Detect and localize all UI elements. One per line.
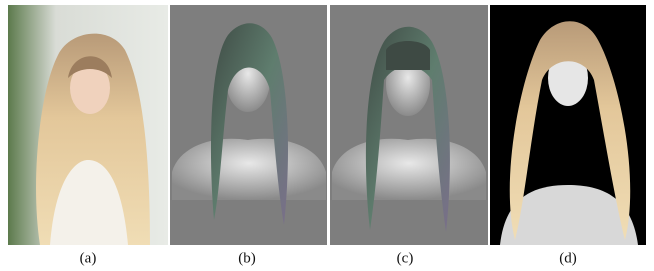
panel-caption: (c) (397, 250, 414, 266)
panel-caption: (d) (559, 250, 577, 266)
panel-caption: (a) (80, 250, 97, 266)
figure: (a) (b) (c) (d) (0, 0, 654, 271)
panel-d-image (490, 5, 646, 245)
panel-caption: (b) (238, 250, 256, 266)
panel-c-image (330, 5, 488, 245)
panel-a-image (8, 5, 168, 245)
panel-b-image (170, 5, 327, 245)
page: {"figure": {"panels": [{"label": "(a)"},… (0, 0, 654, 271)
